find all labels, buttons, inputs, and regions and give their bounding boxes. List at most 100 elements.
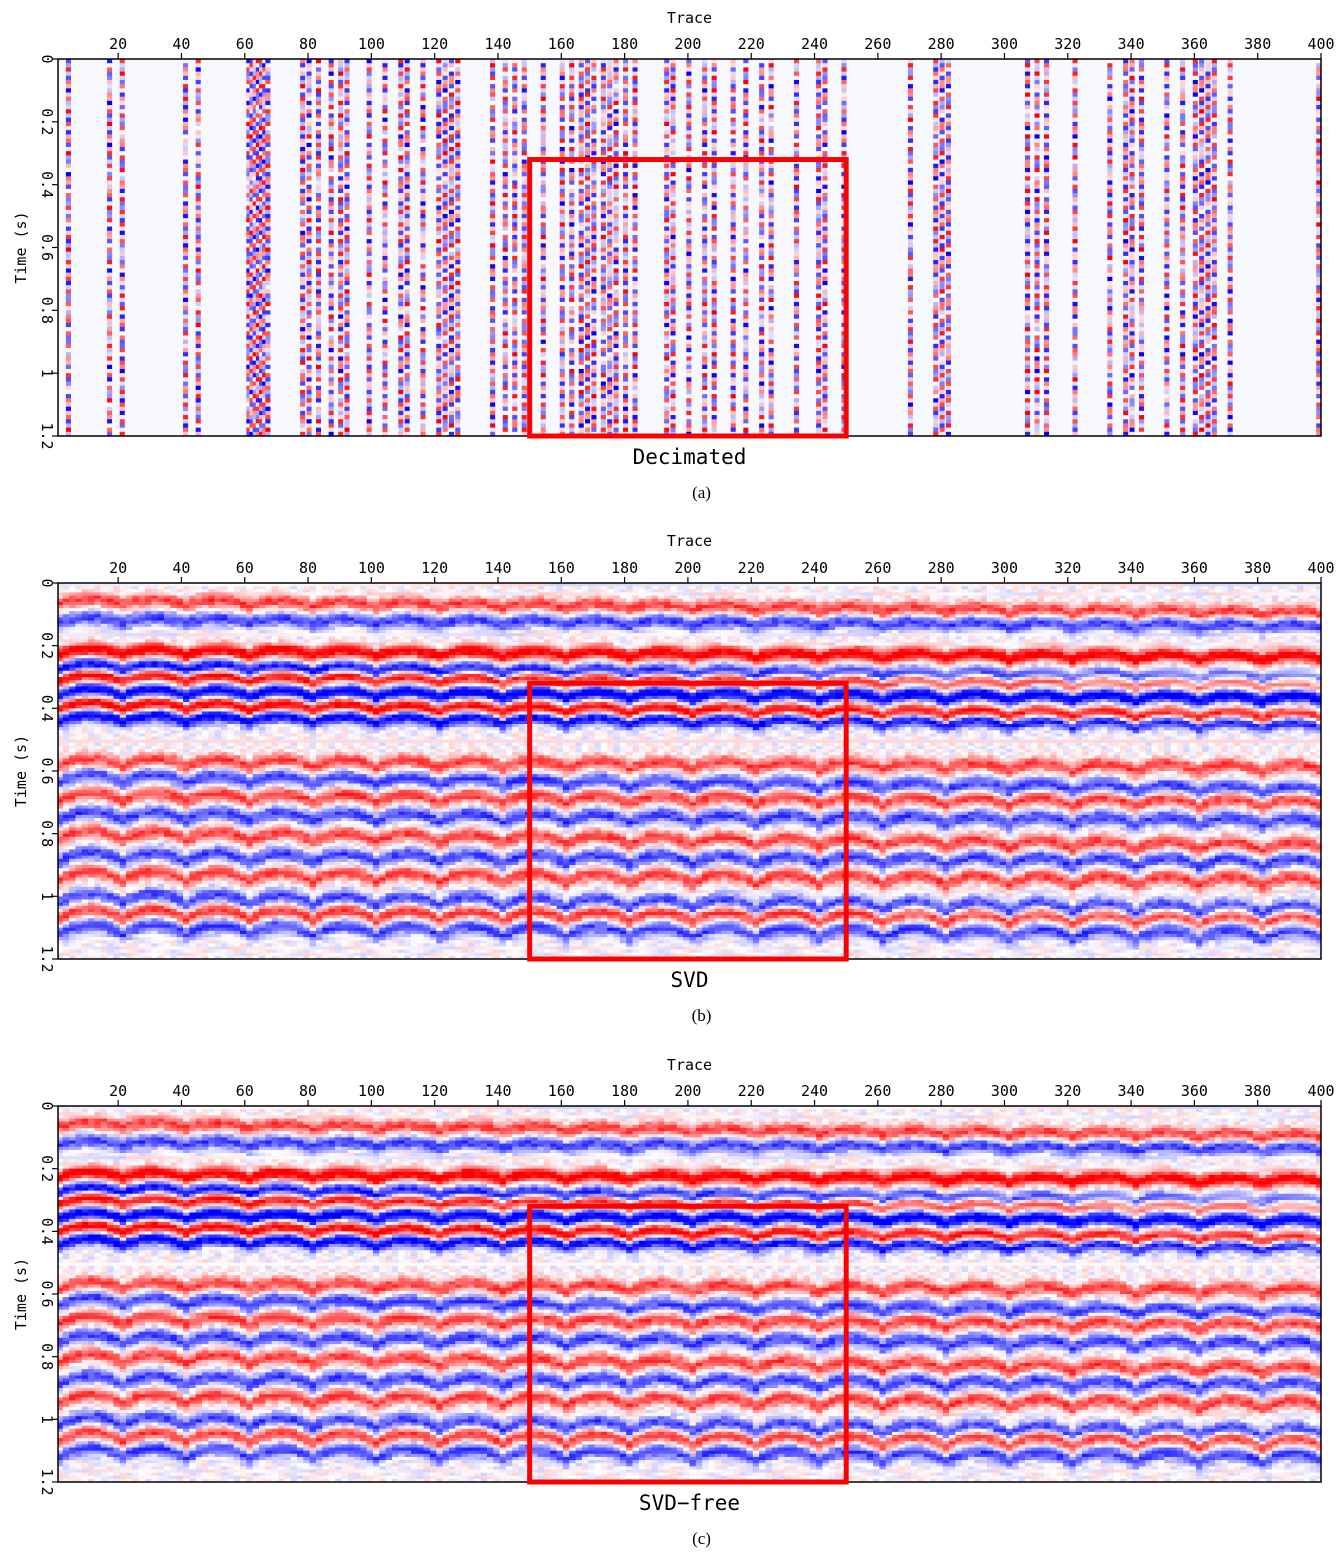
x-tick-label: 60: [236, 35, 254, 53]
trace-column: [1227, 1106, 1235, 1482]
trace-column: [651, 583, 659, 959]
trace-column: [170, 1106, 178, 1482]
trace-column: [1050, 583, 1058, 959]
live-trace: [1180, 59, 1186, 436]
trace-column: [62, 1106, 70, 1482]
live-trace: [632, 59, 638, 436]
trace-column: [562, 1106, 570, 1482]
trace-column: [417, 583, 425, 959]
live-trace: [1164, 59, 1170, 436]
trace-column: [303, 1106, 311, 1482]
x-tick-label: 400: [1307, 559, 1334, 577]
live-trace: [1316, 59, 1321, 436]
trace-column: [904, 1106, 912, 1482]
trace-column: [733, 1106, 741, 1482]
trace-column: [493, 1106, 501, 1482]
y-axis-title: Time (s): [12, 735, 30, 807]
trace-column: [322, 1106, 330, 1482]
x-tick-label: 400: [1307, 1082, 1334, 1100]
trace-column: [562, 583, 570, 959]
trace-column: [499, 583, 507, 959]
trace-column: [341, 583, 349, 959]
y-tick-label: 0.4: [38, 1218, 56, 1245]
y-tick-label: 0: [38, 578, 56, 587]
trace-column: [1151, 583, 1159, 959]
trace-column: [1126, 583, 1134, 959]
trace-column: [126, 1106, 133, 1482]
trace-column: [1208, 583, 1216, 959]
trace-column: [385, 583, 393, 959]
trace-column: [404, 1106, 412, 1482]
trace-column: [448, 583, 456, 959]
trace-column: [1303, 583, 1311, 959]
trace-column: [873, 583, 881, 959]
trace-column: [499, 1106, 507, 1482]
trace-column: [391, 583, 399, 959]
trace-column: [461, 1106, 469, 1482]
x-tick-label: 380: [1244, 35, 1271, 53]
live-trace: [398, 59, 404, 436]
trace-column: [987, 583, 994, 959]
trace-column: [259, 1106, 266, 1482]
trace-column: [594, 583, 602, 959]
trace-column: [1259, 1106, 1267, 1482]
trace-column: [860, 583, 868, 959]
live-trace: [600, 59, 606, 436]
trace-column: [619, 1106, 627, 1482]
trace-column: [240, 1106, 247, 1482]
trace-column: [1271, 1106, 1279, 1482]
live-trace: [265, 59, 271, 436]
trace-column: [1082, 583, 1089, 959]
trace-column: [1297, 1106, 1305, 1482]
live-trace: [512, 59, 518, 436]
trace-column: [600, 1106, 608, 1482]
trace-column: [290, 583, 298, 959]
trace-column: [930, 583, 937, 959]
x-tick-label: 320: [1054, 559, 1081, 577]
live-trace: [939, 59, 945, 436]
trace-column: [512, 583, 520, 959]
live-trace: [490, 59, 496, 436]
trace-column: [588, 1106, 596, 1482]
trace-column: [1176, 1106, 1184, 1482]
trace-column: [183, 583, 190, 959]
chart-panel-3: 20 40 60 80 100 120 140 160 180 200 220 240 260 280 30…: [12, 1056, 1335, 1548]
live-trace: [743, 59, 749, 436]
trace-column: [835, 1106, 843, 1482]
trace-column: [822, 1106, 830, 1482]
trace-column: [164, 583, 171, 959]
highlight-box: [527, 1203, 849, 1485]
trace-column: [683, 1106, 691, 1482]
trace-column: [448, 1106, 456, 1482]
trace-column: [1252, 1106, 1260, 1482]
trace-column: [1246, 583, 1254, 959]
trace-column: [233, 583, 241, 959]
live-trace: [306, 59, 312, 436]
trace-column: [651, 1106, 659, 1482]
trace-column: [1126, 1106, 1134, 1482]
x-tick-label: 280: [928, 1082, 955, 1100]
trace-column: [866, 583, 874, 959]
trace-column: [303, 583, 311, 959]
live-trace: [183, 59, 189, 436]
trace-column: [309, 1106, 317, 1482]
trace-column: [1214, 583, 1222, 959]
trace-column: [1138, 1106, 1146, 1482]
trace-column: [410, 1106, 418, 1482]
trace-column: [657, 1106, 665, 1482]
trace-column: [917, 583, 925, 959]
y-tick-label: 1.2: [38, 1468, 56, 1495]
trace-column: [246, 583, 254, 959]
trace-column: [214, 583, 222, 959]
trace-column: [474, 583, 482, 959]
trace-column: [550, 583, 558, 959]
panel-label: (a): [692, 483, 711, 502]
x-tick-label: 180: [611, 559, 638, 577]
trace-column: [94, 1106, 102, 1482]
trace-column: [259, 583, 266, 959]
x-tick-label: 340: [1118, 35, 1145, 53]
trace-column: [1233, 583, 1241, 959]
trace-column: [714, 1106, 722, 1482]
trace-column: [1227, 583, 1235, 959]
trace-column: [480, 1106, 488, 1482]
